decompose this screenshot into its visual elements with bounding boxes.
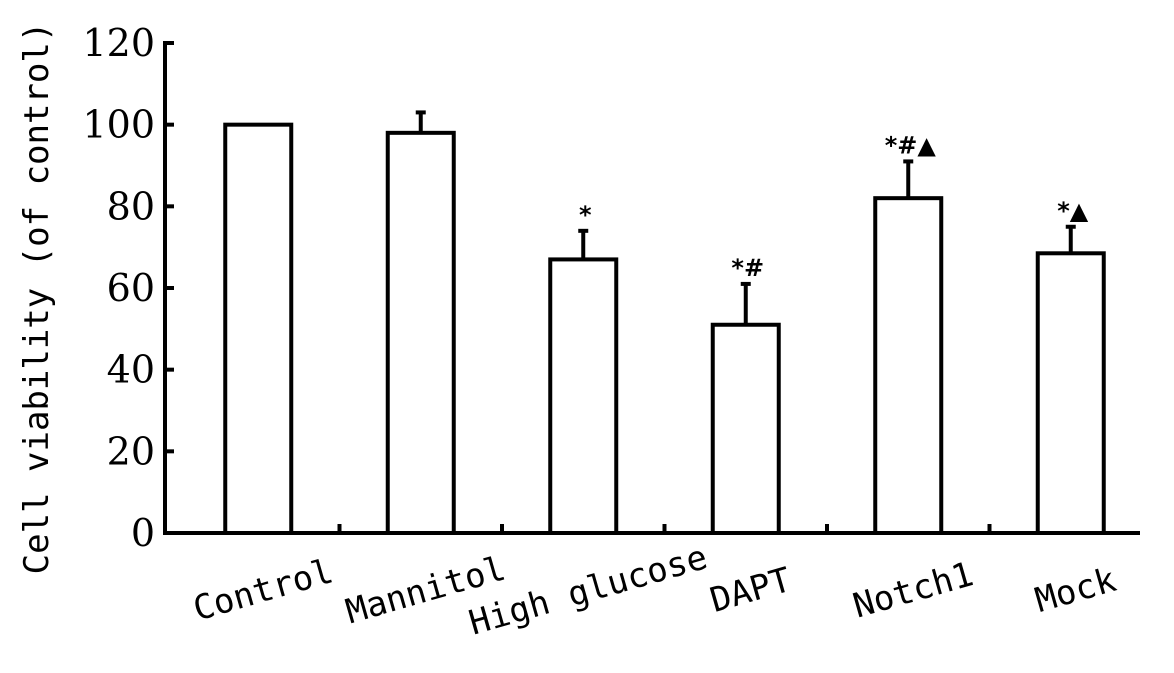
x-tick-label: Notch1 [849,554,978,626]
bar-notch1 [873,196,944,536]
significance-label: *#▲ [885,131,937,159]
y-tick-label: 80 [107,184,155,228]
y-tick-label: 120 [82,21,155,65]
y-tick-label: 40 [107,348,155,392]
x-tick-label: High glucose [465,537,712,643]
x-tick-label: DAPT [706,560,796,621]
bar-mannitol [385,130,456,535]
y-tick-label: 60 [107,266,155,310]
bar-high-glucose [548,257,619,535]
bar-control [223,122,294,536]
bar-mock [1035,251,1106,536]
y-tick-label: 20 [107,429,155,473]
x-tick-label: Control [189,551,338,629]
significance-label: *▲ [1057,197,1089,225]
y-axis-label: Cell viability (of control) [17,22,57,575]
y-tick-label: 0 [131,511,155,555]
significance-label: * [579,201,592,229]
y-tick-label: 100 [82,103,155,147]
significance-label: *# [731,254,764,282]
x-tick-label: Mock [1031,560,1121,621]
bar-dapt [710,322,781,535]
